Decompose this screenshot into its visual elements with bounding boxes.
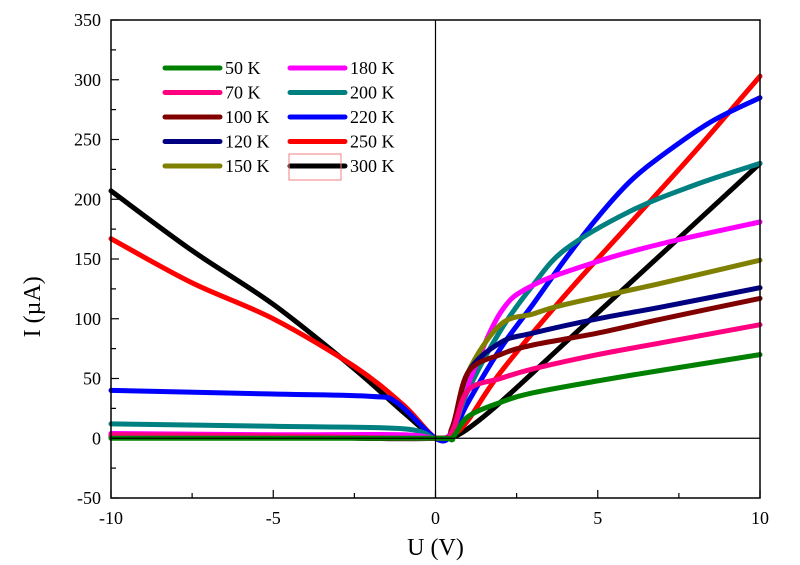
y-tick-label: 200 (74, 189, 101, 209)
legend-item: 300 K (287, 153, 395, 181)
legend-label: 180 K (350, 58, 395, 78)
legend-item: 50 K (162, 58, 261, 78)
y-tick-label: 50 (83, 369, 101, 389)
legend-item: 100 K (162, 107, 270, 127)
legend-item: 120 K (162, 132, 270, 152)
legend-label: 220 K (350, 107, 395, 127)
y-tick-label: 150 (74, 249, 101, 269)
legend-item: 150 K (162, 156, 270, 176)
y-axis-title: I (µA) (20, 276, 46, 337)
legend-label: 50 K (225, 58, 261, 78)
legend-label: 250 K (350, 132, 395, 152)
y-tick-label: 100 (74, 309, 101, 329)
x-tick-label: 0 (431, 508, 440, 528)
y-tick-label: 0 (92, 428, 101, 448)
legend-item: 220 K (287, 107, 395, 127)
x-tick-labels: -10 -5 0 5 10 (99, 508, 769, 528)
axis-ticks (110, 19, 761, 499)
legend-label: 70 K (225, 83, 261, 103)
x-tick-label: -5 (266, 508, 281, 528)
legend-selection-box (288, 153, 342, 181)
y-tick-label: 250 (74, 130, 101, 150)
legend-label: 120 K (225, 132, 270, 152)
series-line-200k (108, 160, 763, 442)
curves-layer (108, 73, 763, 444)
legend-label: 100 K (225, 107, 270, 127)
legend-item: 250 K (287, 132, 395, 152)
legend-item: 180 K (287, 58, 395, 78)
legend-item: 70 K (162, 83, 261, 103)
x-tick-label: 5 (593, 508, 602, 528)
zero-lines (111, 20, 760, 498)
y-tick-label: 300 (74, 70, 101, 90)
legend: 50 K 70 K 100 K 120 K 150 K 180 K 200 K 220 K 25… (162, 58, 395, 181)
y-tick-label: -50 (77, 488, 101, 508)
legend-item: 200 K (287, 83, 395, 103)
legend-label: 300 K (350, 156, 395, 176)
legend-label: 200 K (350, 83, 395, 103)
y-tick-label: 350 (74, 10, 101, 30)
y-tick-labels: -50 0 50 100 150 200 250 300 350 (74, 10, 101, 508)
x-tick-label: -10 (99, 508, 123, 528)
x-axis-title: U (V) (407, 535, 464, 561)
x-tick-label: 10 (751, 508, 769, 528)
legend-label: 150 K (225, 156, 270, 176)
series-line-220k (108, 95, 763, 444)
